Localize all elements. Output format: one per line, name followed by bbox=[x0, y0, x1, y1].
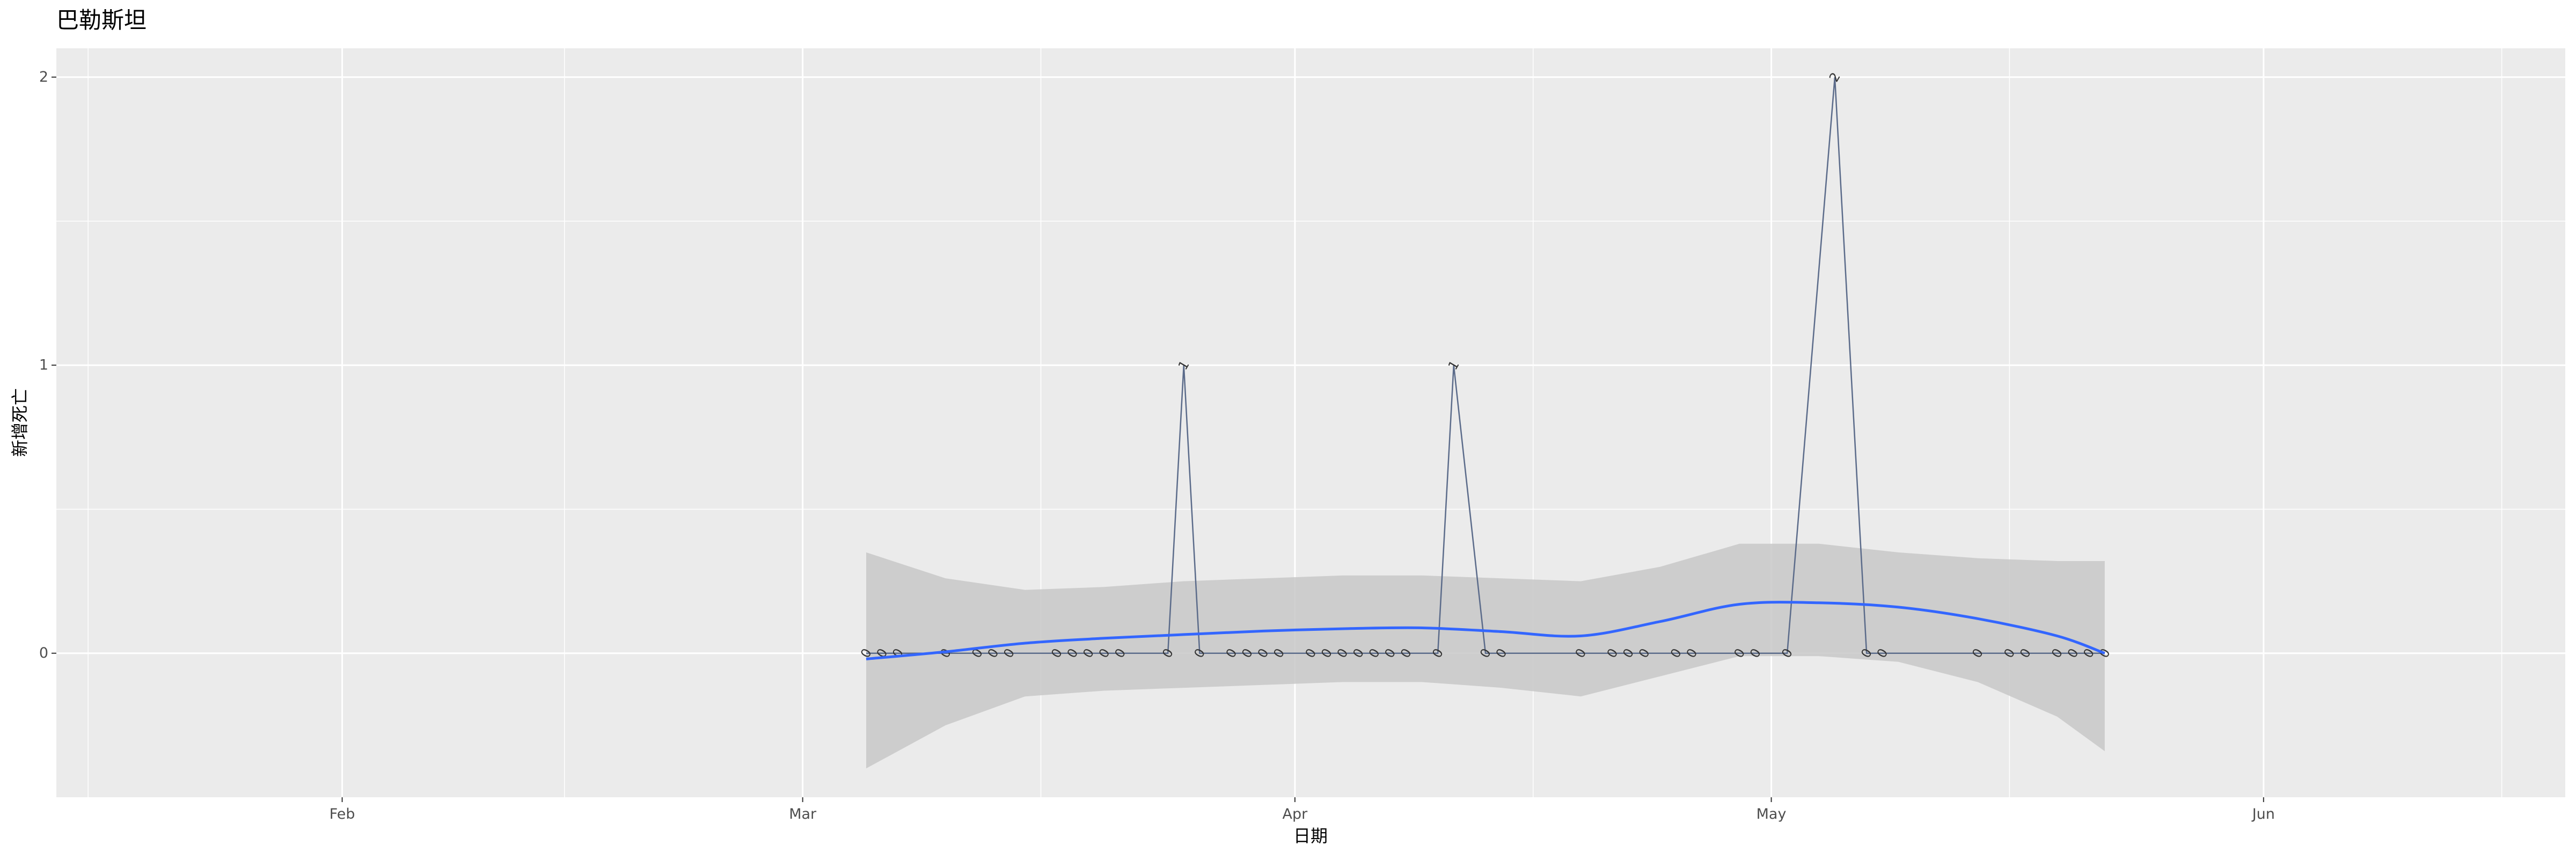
x-tick-label: May bbox=[1757, 806, 1787, 822]
y-tick-label: 2 bbox=[39, 69, 48, 85]
x-axis: Feb Mar Apr May Jun bbox=[330, 797, 2275, 822]
minor-gridlines bbox=[56, 48, 2565, 797]
x-axis-title: 日期 bbox=[1293, 826, 1328, 846]
plot-panel bbox=[56, 48, 2565, 797]
chart-title: 巴勒斯坦 bbox=[56, 7, 147, 33]
confidence-ribbon bbox=[866, 543, 2105, 769]
y-axis-title: 新增死亡 bbox=[10, 388, 30, 457]
smooth-line bbox=[866, 601, 2105, 660]
series-line bbox=[866, 77, 2105, 654]
y-axis: 0 1 2 bbox=[39, 69, 56, 661]
y-tick-label: 0 bbox=[39, 645, 48, 661]
x-tick-label: Jun bbox=[2251, 806, 2275, 822]
y-tick-label: 1 bbox=[39, 357, 48, 374]
x-tick-label: Feb bbox=[330, 806, 355, 822]
x-tick-label: Apr bbox=[1283, 806, 1308, 822]
x-tick-label: Mar bbox=[789, 806, 817, 822]
